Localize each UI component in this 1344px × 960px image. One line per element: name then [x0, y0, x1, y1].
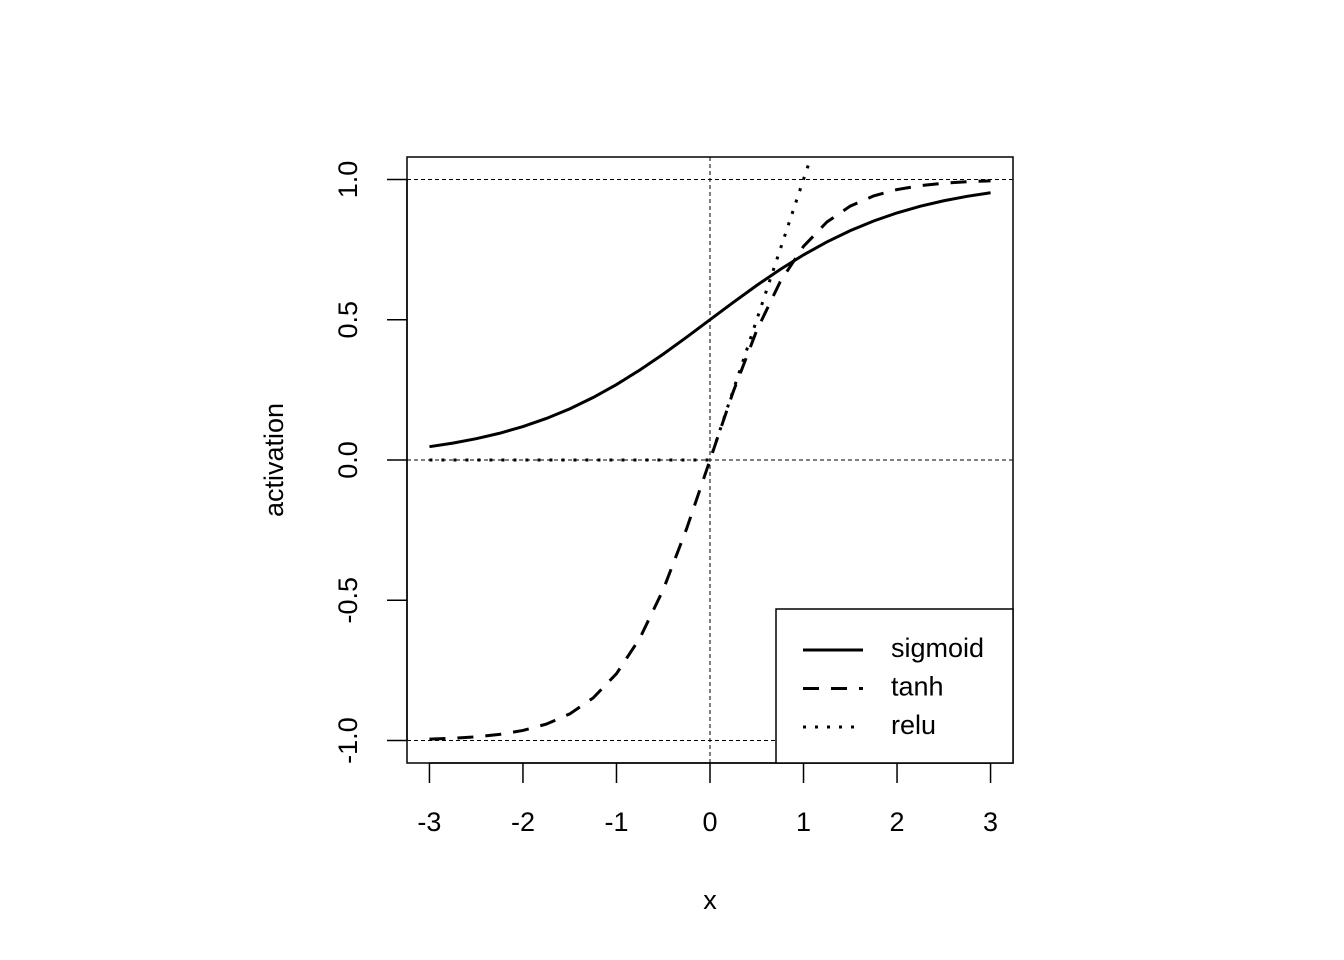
y-tick-label: 0.5: [333, 301, 363, 339]
plot-area: [407, 157, 1013, 763]
x-axis-title: x: [703, 885, 717, 915]
x-tick-label: 0: [702, 807, 717, 837]
y-tick-label: 1.0: [333, 161, 363, 199]
y-tick-label: -0.5: [333, 577, 363, 624]
x-tick-label: -1: [604, 807, 628, 837]
x-tick-label: 2: [890, 807, 905, 837]
legend-label: relu: [891, 710, 936, 740]
y-tick-label: -1.0: [333, 717, 363, 764]
legend-box: [775, 608, 1014, 764]
y-axis-title: activation: [259, 403, 289, 517]
x-tick-label: -3: [417, 807, 441, 837]
y-tick-label: 0.0: [333, 441, 363, 479]
legend: sigmoid tanh relu: [775, 608, 1014, 764]
x-tick-label: -2: [511, 807, 535, 837]
series-line: [429, 191, 991, 449]
x-tick-label: 1: [796, 807, 811, 837]
legend-label: tanh: [891, 672, 944, 702]
series-line: [429, 179, 991, 741]
legend-label: sigmoid: [891, 633, 984, 663]
x-tick-label: 3: [983, 807, 998, 837]
